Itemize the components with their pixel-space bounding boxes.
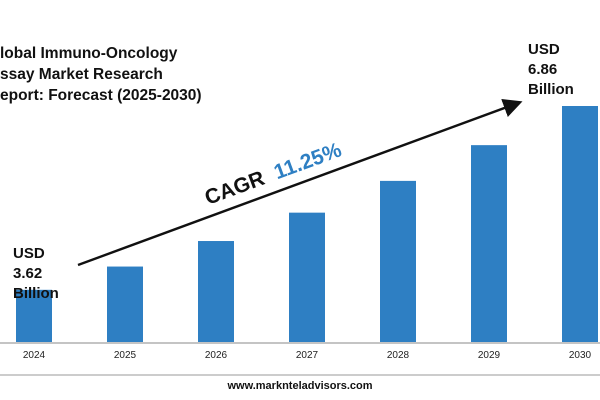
end-value-label-line-2: 6.86 (528, 61, 557, 78)
start-value-label-line-2: 3.62 (13, 265, 42, 282)
bar-2024 (16, 289, 52, 342)
x-tick-label-2027: 2027 (296, 350, 319, 361)
chart-title-line-1: lobal Immuno-Oncology (0, 45, 178, 62)
start-value-label-line-3: Billion (13, 285, 59, 302)
x-tick-label-2026: 2026 (205, 350, 228, 361)
bar-2025 (107, 266, 143, 342)
x-tick-label-2030: 2030 (569, 350, 592, 361)
x-tick-label-2028: 2028 (387, 350, 410, 361)
chart-title-line-3: eport: Forecast (2025-2030) (0, 87, 202, 104)
cagr-prefix: CAGR (202, 167, 268, 210)
bar-2029 (471, 145, 507, 342)
cagr-value: 11.25% (271, 138, 345, 184)
bar-2028 (380, 180, 416, 342)
bar-2027 (289, 212, 325, 342)
x-tick-label-2025: 2025 (114, 350, 137, 361)
x-tick-labels: 2024 2025 2026 2027 2028 2029 2030 (23, 350, 592, 361)
growth-arrow (77, 98, 523, 267)
bar-2026 (198, 241, 234, 342)
chart-title-line-2: ssay Market Research (0, 66, 163, 83)
x-tick-label-2029: 2029 (478, 350, 501, 361)
start-value-label-line-1: USD (13, 245, 45, 262)
bars-group (16, 106, 598, 342)
x-tick-label-2024: 2024 (23, 350, 46, 361)
end-value-label-line-1: USD (528, 41, 560, 58)
bar-2030 (562, 106, 598, 342)
end-value-label-line-3: Billion (528, 81, 574, 98)
website-link[interactable]: www.marknteladvisors.com (226, 380, 372, 392)
